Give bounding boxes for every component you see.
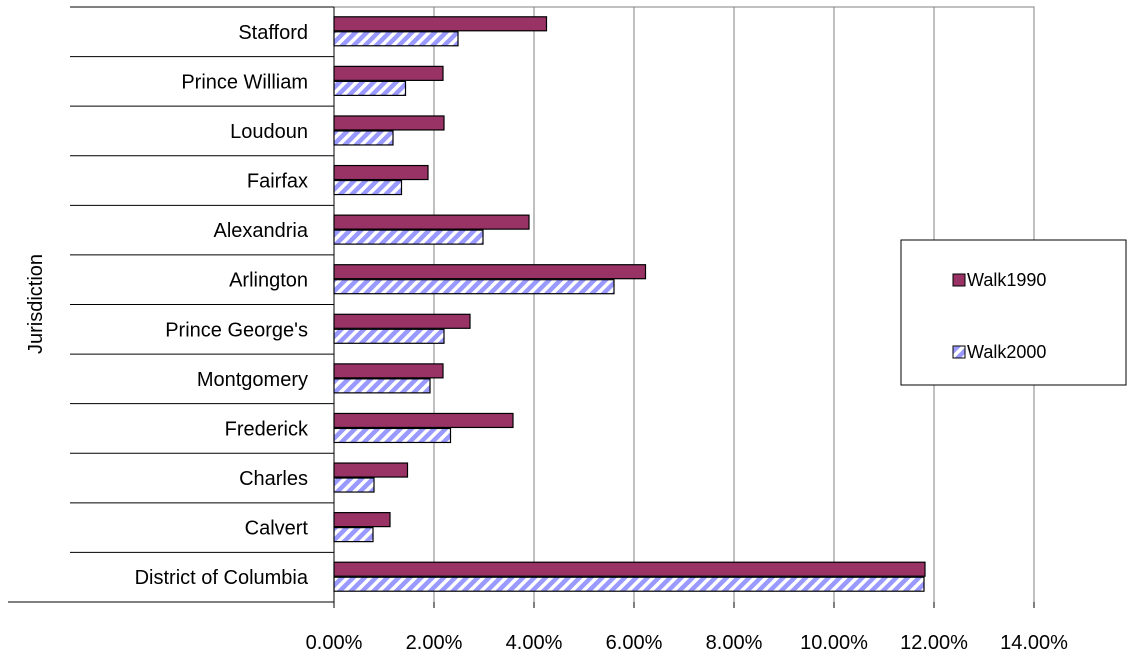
bar-walk1990 <box>333 561 926 577</box>
bar-walk2000 <box>333 477 375 493</box>
legend-box <box>900 239 1127 386</box>
labels: 0.00% 2.00% 4.00% 6.00% 8.00% 10.00% 12.00% 14.… <box>135 22 1069 654</box>
bar-walk2000 <box>333 80 407 96</box>
bar-walk2000 <box>333 328 445 344</box>
category-label: Alexandria <box>213 220 308 242</box>
bar-walk2000 <box>333 576 925 592</box>
legend: Walk1990 Walk2000 <box>900 239 1127 386</box>
category-label: Prince George's <box>165 319 308 341</box>
category-label: Arlington <box>229 270 308 292</box>
category-label: Calvert <box>245 518 309 540</box>
bar-walk1990 <box>333 115 445 131</box>
x-tick-label: 12.00% <box>900 632 968 654</box>
bar-walk2000 <box>333 378 431 394</box>
category-label: Prince William <box>181 71 308 93</box>
legend-label: Walk2000 <box>967 342 1046 362</box>
category-label: District of Columbia <box>135 567 309 589</box>
bar-walk1990 <box>333 164 429 181</box>
bar-walk1990 <box>333 214 530 230</box>
bar-walk1990 <box>333 313 471 329</box>
bar-walk2000 <box>333 427 452 444</box>
x-tick-label: 6.00% <box>606 632 663 654</box>
bars <box>333 16 926 592</box>
category-label: Frederick <box>225 418 309 440</box>
axes <box>8 6 1035 608</box>
category-label: Fairfax <box>247 171 308 193</box>
plot-frame <box>334 6 1035 602</box>
bar-walk1990 <box>333 264 647 280</box>
bar-walk2000 <box>333 179 403 196</box>
x-tick-label: 2.00% <box>406 632 463 654</box>
bar-walk2000 <box>333 229 484 245</box>
bar-walk2000 <box>333 527 374 543</box>
category-label: Loudoun <box>230 121 308 143</box>
bar-walk2000 <box>333 130 394 146</box>
bar-walk2000 <box>333 279 615 295</box>
bar-walk1990 <box>333 462 409 478</box>
category-label: Stafford <box>238 22 308 44</box>
x-tick-label: 8.00% <box>706 632 763 654</box>
bar-walk1990 <box>333 412 514 429</box>
legend-label: Walk1990 <box>967 270 1046 290</box>
x-tick-label: 10.00% <box>800 632 868 654</box>
category-label: Charles <box>239 468 308 490</box>
legend-swatch <box>952 345 966 359</box>
x-tick-label: 4.00% <box>506 632 563 654</box>
x-tick-label: 0.00% <box>306 632 363 654</box>
category-label: Montgomery <box>197 369 308 391</box>
bar-walk1990 <box>333 512 391 528</box>
legend-swatch <box>952 273 966 287</box>
x-tick-label: 14.00% <box>1000 632 1068 654</box>
bar-walk2000 <box>333 31 459 47</box>
bar-walk1990 <box>333 65 444 81</box>
y-axis-title: Jurisdiction <box>25 254 47 354</box>
bar-walk1990 <box>333 16 548 32</box>
bar-walk1990 <box>333 363 444 379</box>
